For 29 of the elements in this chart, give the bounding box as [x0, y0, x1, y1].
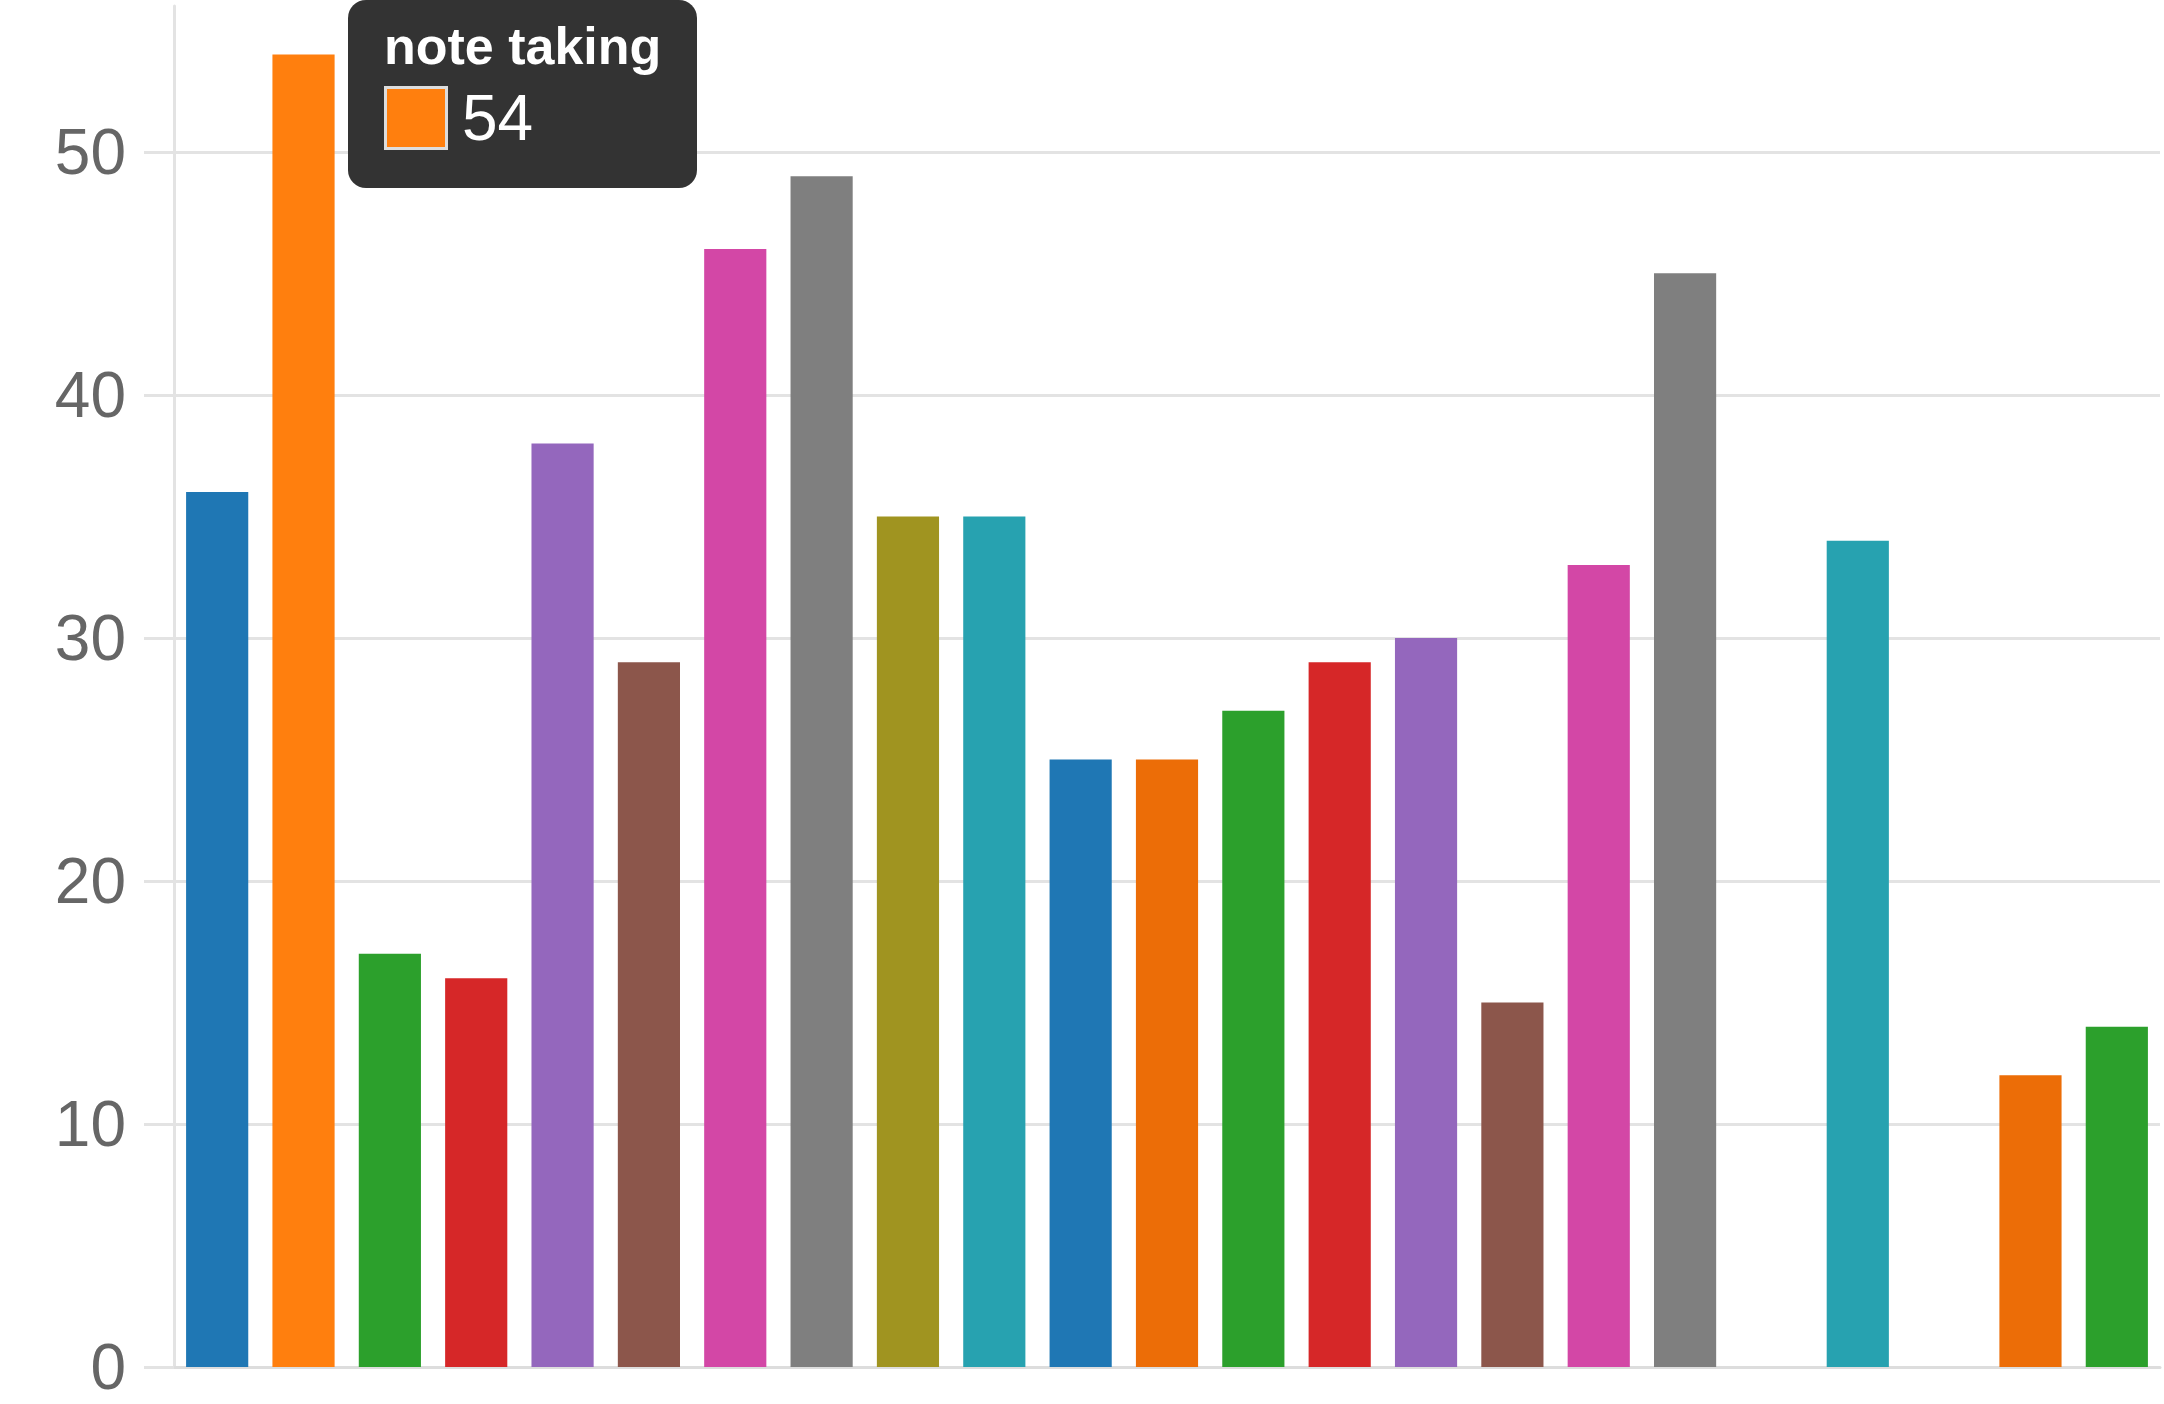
bar	[445, 978, 508, 1367]
bar	[1826, 540, 1889, 1367]
bar	[186, 492, 249, 1367]
y-tick-label: 20	[54, 844, 126, 917]
bar	[790, 176, 853, 1367]
annotation: 54	[462, 81, 534, 156]
y-tick-label: 10	[54, 1087, 126, 1160]
bar	[1049, 759, 1112, 1367]
bar	[1394, 637, 1458, 1367]
bar	[272, 54, 335, 1367]
bar	[617, 662, 680, 1367]
bar	[2085, 1026, 2148, 1367]
bar	[1567, 564, 1630, 1367]
bar	[1135, 759, 1199, 1367]
annotation: note taking	[384, 16, 662, 77]
bar	[1308, 662, 1371, 1367]
bar	[1999, 1075, 2062, 1367]
bar	[963, 516, 1026, 1367]
y-tick-label: 40	[54, 358, 126, 431]
bar	[531, 443, 594, 1367]
bar	[358, 953, 421, 1367]
bar	[1481, 1002, 1544, 1367]
bar	[1654, 273, 1717, 1367]
y-tick-label: 50	[54, 115, 126, 188]
bar	[1222, 710, 1285, 1367]
y-tick-label: 30	[54, 601, 126, 674]
bar	[704, 249, 767, 1367]
y-tick-label: 0	[90, 1331, 126, 1403]
bar	[876, 516, 940, 1367]
